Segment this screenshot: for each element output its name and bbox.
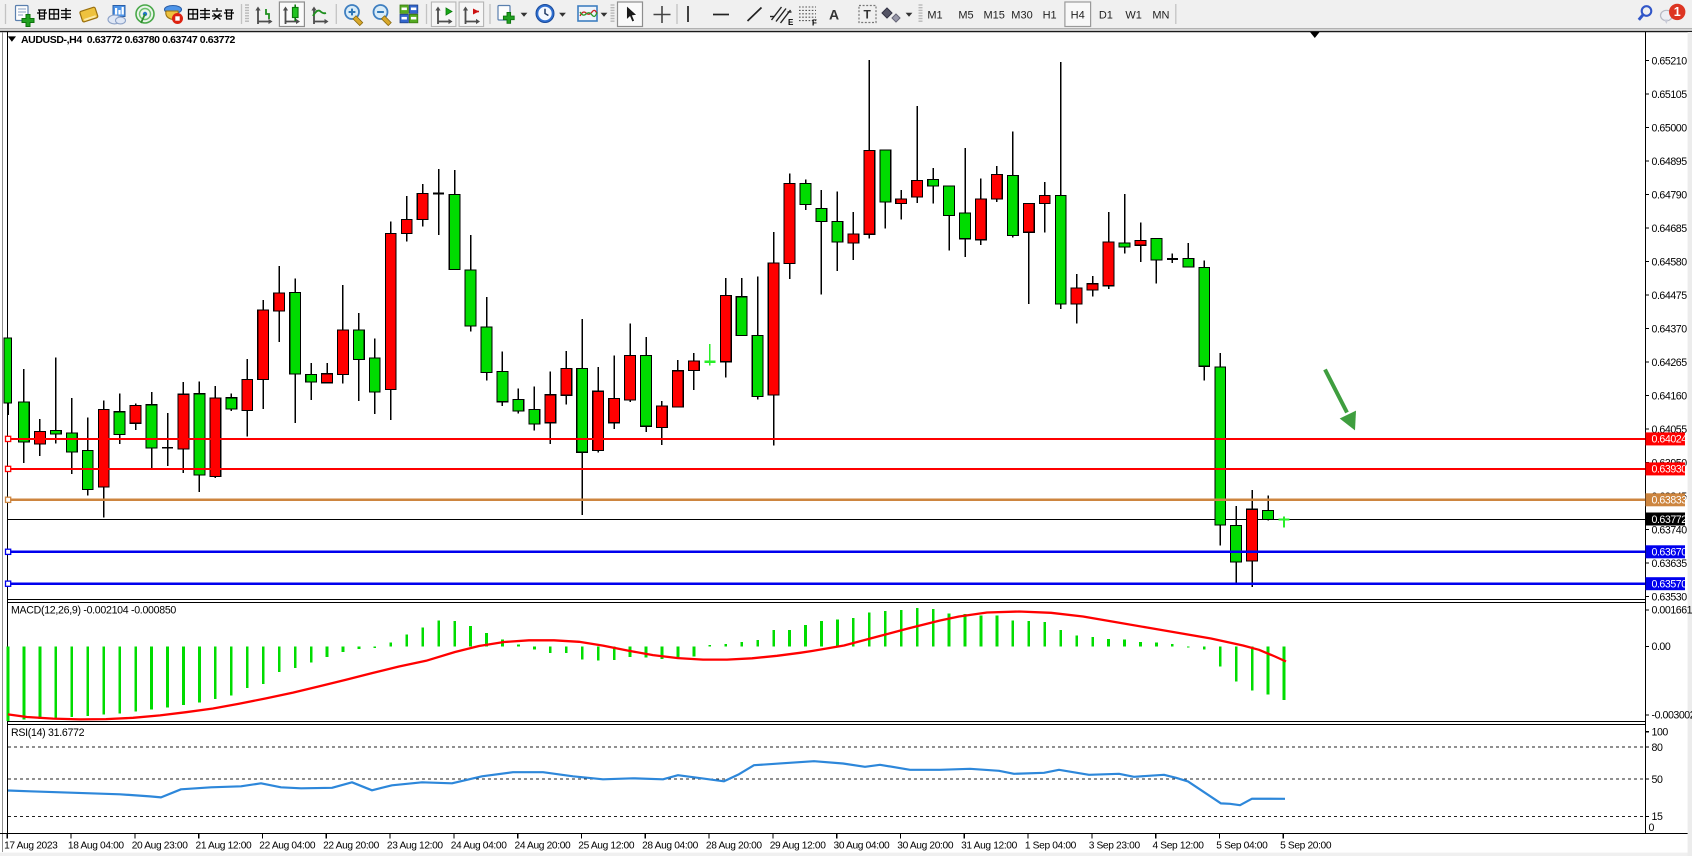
svg-text:0.63530: 0.63530 [1652, 591, 1688, 603]
svg-text:M15: M15 [983, 10, 1004, 22]
svg-text:23 Aug 12:00: 23 Aug 12:00 [387, 841, 444, 852]
svg-text:MN: MN [1152, 10, 1169, 22]
svg-text:80: 80 [1652, 742, 1663, 754]
svg-text:0.00: 0.00 [1652, 641, 1671, 653]
svg-text:E: E [788, 18, 794, 27]
svg-text:0.64265: 0.64265 [1652, 357, 1688, 369]
svg-text:0.63772: 0.63772 [1652, 514, 1688, 526]
svg-text:0.64160: 0.64160 [1652, 390, 1688, 402]
svg-text:0.65000: 0.65000 [1652, 122, 1688, 134]
svg-text:5 Sep 20:00: 5 Sep 20:00 [1280, 841, 1332, 852]
svg-text:1 Sep 04:00: 1 Sep 04:00 [1025, 841, 1077, 852]
svg-text:0.63833: 0.63833 [1652, 495, 1688, 507]
svg-text:24 Aug 04:00: 24 Aug 04:00 [451, 841, 508, 852]
svg-text:H1: H1 [1043, 10, 1057, 22]
svg-text:W1: W1 [1125, 10, 1142, 22]
svg-text:0.64370: 0.64370 [1652, 323, 1688, 335]
svg-text:24 Aug 20:00: 24 Aug 20:00 [515, 841, 572, 852]
svg-text:A: A [829, 7, 839, 23]
svg-text:AUDUSD-,H4 0.63772 0.63780 0.: AUDUSD-,H4 0.63772 0.63780 0.63747 0.637… [21, 34, 236, 46]
svg-text:25 Aug 12:00: 25 Aug 12:00 [578, 841, 635, 852]
svg-text:-0.003002: -0.003002 [1652, 710, 1692, 722]
svg-text:0.63570: 0.63570 [1652, 579, 1688, 591]
svg-text:28 Aug 20:00: 28 Aug 20:00 [706, 841, 763, 852]
svg-text:31 Aug 12:00: 31 Aug 12:00 [961, 841, 1018, 852]
svg-text:D1: D1 [1099, 10, 1113, 22]
svg-text:0.63670: 0.63670 [1652, 547, 1688, 559]
svg-text:T: T [864, 8, 872, 22]
svg-text:21 Aug 12:00: 21 Aug 12:00 [196, 841, 253, 852]
svg-text:22 Aug 04:00: 22 Aug 04:00 [259, 841, 316, 852]
svg-text:0.64024: 0.64024 [1652, 434, 1688, 446]
svg-text:0.001661: 0.001661 [1652, 605, 1692, 617]
svg-text:50: 50 [1652, 774, 1663, 786]
svg-text:17 Aug 2023: 17 Aug 2023 [4, 841, 58, 852]
svg-text:4 Sep 12:00: 4 Sep 12:00 [1153, 841, 1205, 852]
svg-text:100: 100 [1652, 727, 1669, 739]
svg-text:0.65210: 0.65210 [1652, 55, 1688, 67]
svg-text:0.64790: 0.64790 [1652, 189, 1688, 201]
svg-text:0.64895: 0.64895 [1652, 156, 1688, 168]
svg-text:22 Aug 20:00: 22 Aug 20:00 [323, 841, 380, 852]
svg-text:30 Aug 04:00: 30 Aug 04:00 [834, 841, 891, 852]
svg-text:5 Sep 04:00: 5 Sep 04:00 [1216, 841, 1268, 852]
svg-text:0.63740: 0.63740 [1652, 524, 1688, 536]
svg-text:0.64685: 0.64685 [1652, 223, 1688, 235]
svg-text:18 Aug 04:00: 18 Aug 04:00 [68, 841, 125, 852]
svg-text:0.63930: 0.63930 [1652, 464, 1688, 476]
svg-text:29 Aug 12:00: 29 Aug 12:00 [770, 841, 827, 852]
svg-text:30 Aug 20:00: 30 Aug 20:00 [897, 841, 954, 852]
svg-text:28 Aug 04:00: 28 Aug 04:00 [642, 841, 699, 852]
svg-text:0: 0 [1649, 822, 1655, 834]
svg-text:0.63635: 0.63635 [1652, 558, 1688, 570]
svg-text:RSI(14) 31.6772: RSI(14) 31.6772 [11, 727, 85, 739]
svg-text:0.65105: 0.65105 [1652, 89, 1688, 101]
svg-text:20 Aug 23:00: 20 Aug 23:00 [132, 841, 189, 852]
svg-text:3 Sep 23:00: 3 Sep 23:00 [1089, 841, 1141, 852]
svg-text:1: 1 [1674, 5, 1681, 19]
svg-text:MACD(12,26,9) -0.002104 -0.000: MACD(12,26,9) -0.002104 -0.000850 [11, 605, 176, 617]
svg-text:M5: M5 [958, 10, 973, 22]
svg-text:0.64580: 0.64580 [1652, 256, 1688, 268]
svg-text:M1: M1 [927, 10, 942, 22]
svg-text:0.64475: 0.64475 [1652, 290, 1688, 302]
svg-text:F: F [812, 19, 817, 28]
svg-text:M30: M30 [1011, 10, 1032, 22]
svg-text:H4: H4 [1071, 10, 1085, 22]
